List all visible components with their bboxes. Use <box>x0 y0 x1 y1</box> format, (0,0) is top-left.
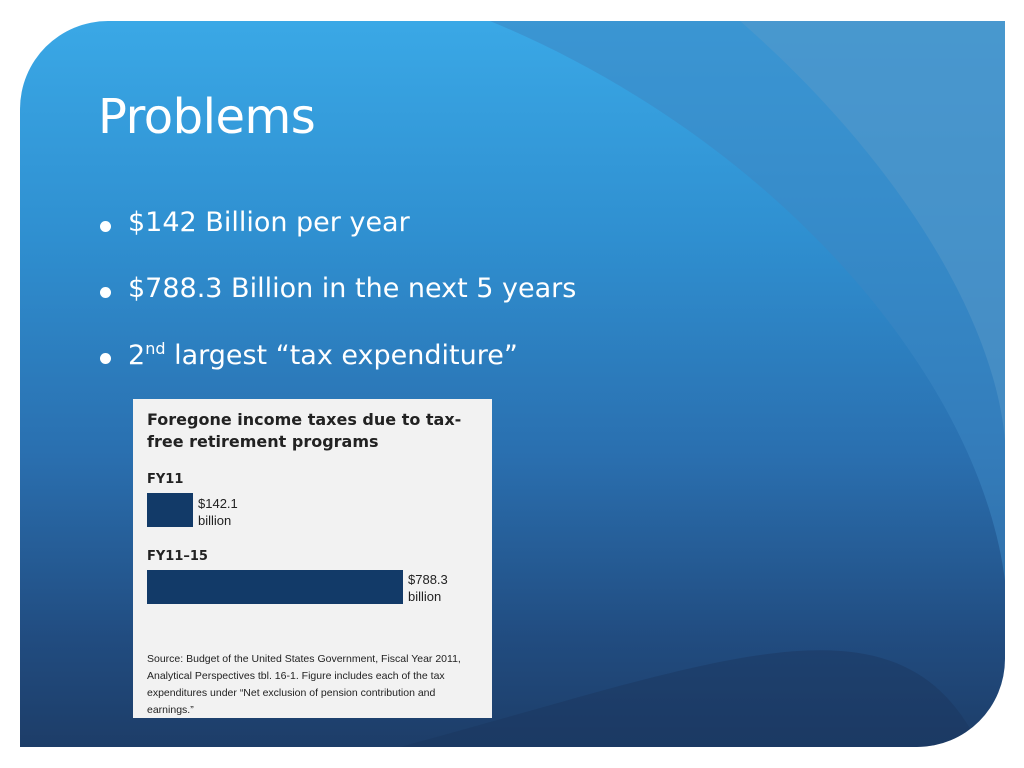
bullet-item: $788.3 Billion in the next 5 years <box>100 273 576 339</box>
bullet-dot-icon <box>100 221 111 232</box>
bullet-list: $142 Billion per year $788.3 Billion in … <box>100 207 576 405</box>
chart-title: Foregone income taxes due to tax-free re… <box>147 410 462 451</box>
bullet-dot-icon <box>100 353 111 364</box>
bullet-item: $142 Billion per year <box>100 207 576 273</box>
chart-figure: Foregone income taxes due to tax-free re… <box>133 399 492 718</box>
bar-fy11 <box>147 493 193 527</box>
bullet-text: $142 Billion per year <box>128 207 410 238</box>
bar-fy11-15 <box>147 570 403 604</box>
slide-title: Problems <box>98 89 316 145</box>
bullet-dot-icon <box>100 287 111 298</box>
bullet-text: largest “tax expenditure” <box>165 340 518 371</box>
bar-value-label: $788.3 billion <box>408 572 448 604</box>
chart-source-note: Source: Budget of the United States Gove… <box>147 653 461 716</box>
category-label-fy11-15: FY11–15 <box>147 549 208 564</box>
bullet-text: $788.3 Billion in the next 5 years <box>128 273 577 304</box>
bullet-ordinal-number: 2 <box>128 340 146 371</box>
background-swoosh <box>400 21 1005 747</box>
bullet-ordinal-suffix: nd <box>145 339 166 358</box>
category-label-fy11: FY11 <box>147 472 184 487</box>
bar-value-label: $142.1 billion <box>198 496 238 528</box>
bullet-item: 2nd largest “tax expenditure” <box>100 339 576 405</box>
slide: Problems $142 Billion per year $788.3 Bi… <box>20 21 1005 747</box>
